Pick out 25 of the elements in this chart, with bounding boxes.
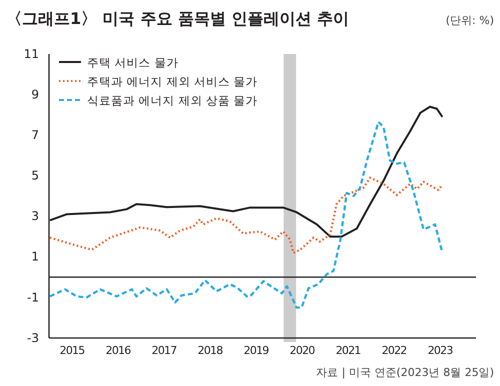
legend-label: 식료품과 에너지 제외 상품 물가: [87, 94, 258, 108]
legend-label: 주택 서비스 물가: [87, 56, 178, 70]
text: (단위: %): [446, 14, 494, 27]
chart-title: 〈그래프1〉 미국 주요 품목별 인플레이션 추이: [6, 9, 349, 28]
x-tick-label: 2022: [382, 344, 406, 357]
x-tick-label: 2017: [152, 344, 178, 357]
legend-label: 주택과 에너지 제외 서비스 물가: [87, 74, 258, 88]
y-tick-label: -3: [27, 330, 39, 345]
x-tick-label: 2019: [244, 344, 270, 357]
y-tick-label: 7: [31, 128, 39, 142]
x-tick-label: 2016: [106, 344, 132, 357]
x-tick-label: 2021: [336, 344, 360, 357]
line-series: [48, 120, 444, 309]
line-series: [48, 176, 444, 254]
y-tick-label: 1: [31, 250, 39, 264]
y-tick-label: 11: [24, 46, 39, 61]
x-tick-label: 2015: [60, 344, 86, 357]
y-tick-label: 9: [31, 87, 39, 102]
x-tick-label: 2018: [198, 344, 224, 357]
y-tick-label: 5: [31, 168, 39, 183]
y-tick-label: 3: [31, 209, 39, 224]
text: 자료 | 미국 연준(2023년 8월 25일): [316, 366, 494, 379]
y-tick-label: -1: [27, 290, 39, 304]
x-tick-label: 2020: [290, 344, 316, 357]
x-tick-label: 2023: [428, 344, 454, 357]
